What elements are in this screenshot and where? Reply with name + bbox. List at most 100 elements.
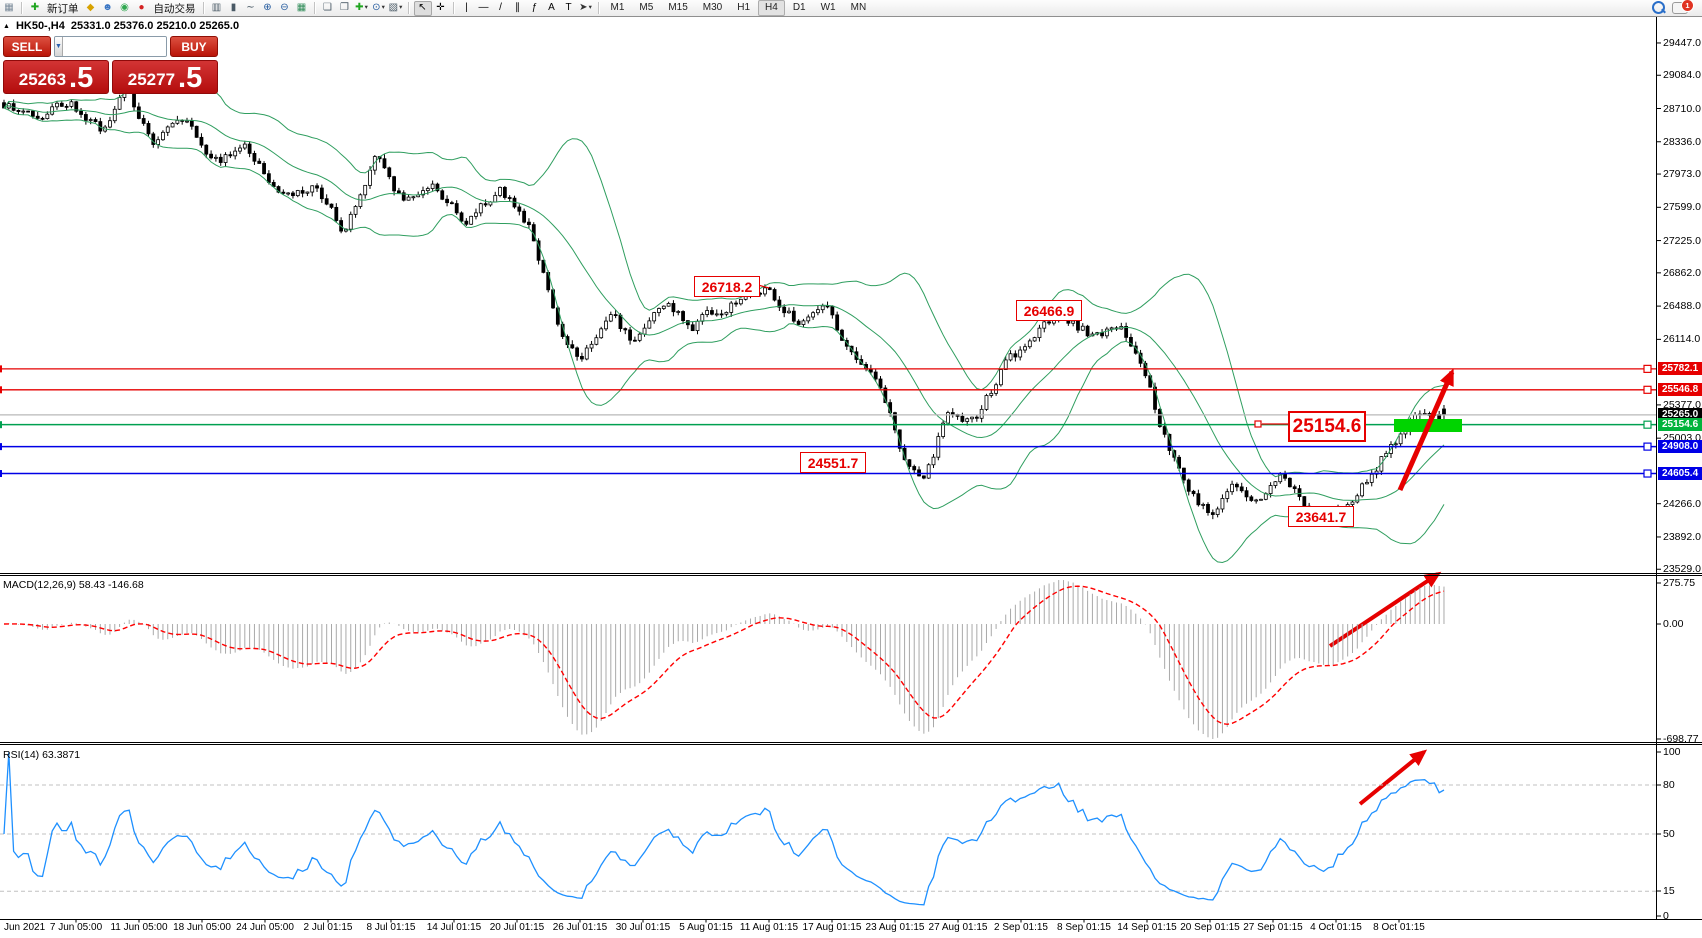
cascade-windows-icon[interactable]: ❐ — [340, 2, 349, 13]
support-line-24605[interactable] — [0, 469, 1656, 478]
price-axis-tick: 26862.0 — [1663, 266, 1701, 279]
new-order-icon[interactable]: ✚ — [30, 2, 40, 13]
new-order-label[interactable]: 新订单 — [47, 2, 79, 15]
templates-icon[interactable]: ▧ ▾ — [388, 2, 403, 13]
arrows-icon[interactable]: ➤ ▾ — [579, 2, 592, 13]
price-axis-tick: 26114.0 — [1663, 333, 1701, 346]
time-axis-label: 20 Jul 01:15 — [489, 922, 545, 933]
price-annotation-26466.9[interactable]: 26466.9 — [1016, 300, 1082, 321]
volume-decrease-button[interactable]: ▼ — [55, 37, 63, 56]
bar-chart-icon[interactable]: ▥ — [211, 2, 222, 13]
sell-price-box[interactable]: 25263 .5 — [3, 60, 109, 94]
macd-axis-tick: 275.75 — [1663, 577, 1696, 589]
time-axis-label: 14 Jul 01:15 — [426, 922, 482, 933]
annotation-anchor-square — [1254, 420, 1262, 428]
tile-windows-icon[interactable]: ▦ — [296, 2, 307, 13]
chat-icon[interactable]: 1 — [1672, 0, 1694, 14]
macd-trend-arrow[interactable] — [1328, 571, 1442, 648]
candlestick-chart-icon[interactable]: ▮ — [230, 2, 237, 13]
time-axis-label: 20 Sep 01:15 — [1180, 922, 1240, 933]
price-axis-tick: 27973.0 — [1663, 168, 1701, 181]
price-axis-tick: 28710.0 — [1663, 102, 1701, 115]
rsi-trend-arrow[interactable] — [1358, 749, 1428, 806]
timeframe-h4-button[interactable]: H4 — [758, 0, 785, 16]
support-line-25154[interactable] — [0, 420, 1656, 429]
price-annotation-24551.7[interactable]: 24551.7 — [800, 452, 866, 473]
main-trend-arrow[interactable] — [1397, 368, 1455, 492]
buy-button[interactable]: BUY — [170, 36, 218, 57]
trendline-icon[interactable]: / — [499, 2, 502, 13]
crosshair-icon[interactable]: ✛ — [436, 2, 445, 13]
signal-icon[interactable]: ◉ — [120, 2, 129, 13]
autotrade-icon[interactable]: ● — [138, 2, 145, 13]
price-badge-25546.8: 25546.8 — [1658, 383, 1702, 397]
timeframe-m30-button[interactable]: M30 — [702, 2, 723, 13]
buy-price-box[interactable]: 25277 .5 — [112, 60, 218, 94]
symbol-title: HK50-,H4 — [15, 20, 65, 32]
resistance-line-25782[interactable] — [0, 364, 1656, 373]
timeframe-m5-button[interactable]: M5 — [639, 2, 654, 13]
timeframe-d1-button[interactable]: D1 — [792, 2, 806, 13]
volume-input[interactable] — [62, 37, 166, 56]
chart-window-icon[interactable]: ▦ — [4, 2, 14, 13]
time-axis-label: 26 Jul 01:15 — [552, 922, 608, 933]
horizontal-line-icon[interactable]: — — [478, 2, 489, 13]
price-axis-tick: 24266.0 — [1663, 497, 1701, 510]
timeframe-m15-button[interactable]: M15 — [668, 2, 688, 13]
vertical-line-icon[interactable]: | — [465, 2, 468, 13]
dropdown-arrow-icon: ▾ — [588, 3, 592, 11]
sell-price-integer: 25263 — [18, 70, 67, 89]
price-axis-tick: 29084.0 — [1663, 69, 1701, 82]
equidistant-channel-icon[interactable]: ∥ — [515, 2, 520, 13]
timeframe-w1-button[interactable]: W1 — [820, 2, 836, 13]
resistance-line-25546[interactable] — [0, 385, 1656, 394]
rsi-axis-tick: 100 — [1663, 746, 1681, 758]
time-axis-label: 27 Aug 01:15 — [928, 922, 988, 933]
text-label-icon[interactable]: T — [565, 2, 572, 13]
chat-badge: 1 — [1681, 0, 1694, 12]
symbol-expander-icon[interactable]: ▲ — [3, 22, 10, 30]
coins-icon[interactable]: ◆ — [86, 2, 95, 13]
sell-button[interactable]: SELL — [3, 36, 51, 57]
timeframe-m1-button[interactable]: M1 — [610, 2, 625, 13]
price-annotation-23641.7[interactable]: 23641.7 — [1288, 506, 1354, 527]
time-axis-label: Jun 2021 — [4, 922, 46, 933]
dropdown-arrow-icon: ▾ — [381, 3, 385, 11]
auto-trading-label[interactable]: 自动交易 — [153, 2, 196, 15]
fibonacci-icon[interactable]: ƒ — [531, 2, 538, 13]
volume-control: ▼ ▲ — [54, 36, 167, 57]
time-axis-label: 27 Sep 01:15 — [1243, 922, 1303, 933]
zoom-out-icon[interactable]: ⊖ — [280, 2, 289, 13]
zoom-in-icon[interactable]: ⊕ — [263, 2, 272, 13]
time-axis-label: 2 Sep 01:15 — [994, 922, 1048, 933]
price-annotation-26718.2[interactable]: 26718.2 — [694, 276, 760, 297]
timeframe-mn-button[interactable]: MN — [850, 2, 867, 13]
time-axis-label: 2 Jul 01:15 — [303, 922, 353, 933]
time-axis-label: 17 Aug 01:15 — [802, 922, 862, 933]
support-line-24908[interactable] — [0, 442, 1656, 451]
rsi-line — [3, 752, 1445, 906]
price-annotation-25154.6[interactable]: 25154.6 — [1288, 411, 1366, 442]
macd-panel — [3, 580, 1445, 739]
text-icon[interactable]: A — [548, 2, 555, 13]
line-chart-icon[interactable]: ∼ — [246, 2, 255, 13]
price-axis-tick: 26488.0 — [1663, 300, 1701, 313]
periods-icon[interactable]: ⊙ ▾ — [372, 2, 385, 13]
community-icon[interactable]: ☻ — [102, 2, 113, 13]
timeframe-h1-button[interactable]: H1 — [737, 2, 751, 13]
symbol-header: ▲ HK50-,H4 25331.0 25376.0 25210.0 25265… — [3, 20, 239, 32]
buy-price-decimal: .5 — [178, 62, 203, 95]
bollinger-lower-band — [3, 107, 1445, 564]
price-badge-24605.4: 24605.4 — [1658, 467, 1702, 481]
time-axis-label: 7 Jun 05:00 — [49, 922, 103, 933]
toolbar-separator — [313, 2, 316, 14]
macd-axis-tick: 0.00 — [1663, 618, 1684, 630]
cursor-icon[interactable]: ↖ — [413, 0, 432, 16]
search-icon[interactable] — [1652, 0, 1665, 14]
auto-arrange-icon[interactable]: ❏ — [323, 2, 332, 13]
indicators-icon[interactable]: ✚ ▾ — [355, 2, 368, 13]
price-badge-25265.0: 25265.0 — [1658, 408, 1702, 422]
macd-axis-tick: -698.77 — [1663, 733, 1699, 745]
